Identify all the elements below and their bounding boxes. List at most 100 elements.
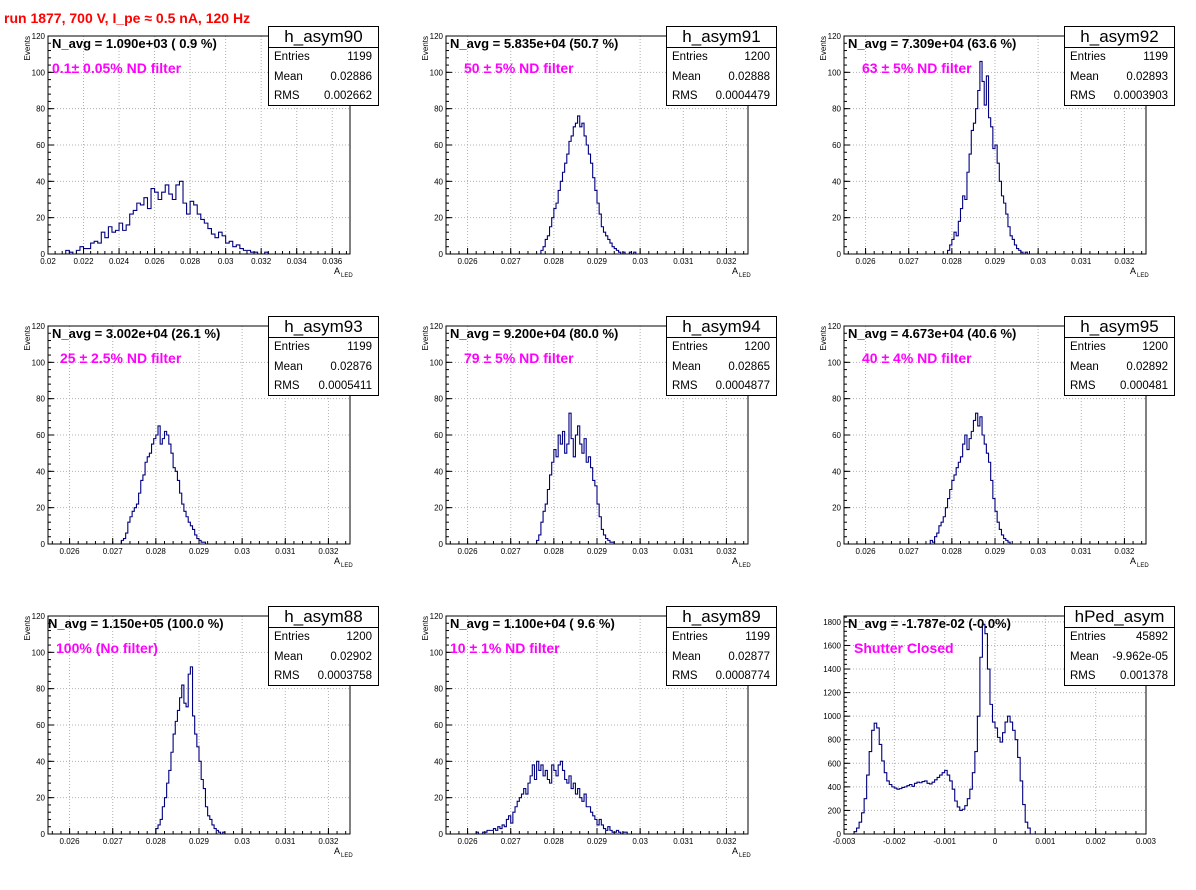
y-tick-label: 80 [434, 395, 443, 404]
navg-label: N_avg = 1.100e+04 ( 9.6 %) [450, 616, 615, 631]
y-tick-label: 400 [828, 783, 842, 792]
run-title: run 1877, 700 V, I_pe ≈ 0.5 nA, 120 Hz [4, 10, 251, 26]
stat-label-mean: Mean [672, 360, 701, 373]
stat-entries: 1199 [1143, 51, 1168, 63]
x-axis-label-sub: LED [341, 853, 353, 859]
stat-label-entries: Entries [672, 341, 708, 353]
x-tick-label: 0.029 [587, 837, 608, 846]
y-axis-label: Events [819, 326, 828, 350]
x-tick-label: 0.026 [60, 837, 81, 846]
y-tick-label: 120 [828, 322, 842, 331]
histogram-name: h_asym88 [269, 607, 378, 628]
x-tick-label: 0.032 [251, 257, 272, 266]
stat-entries: 1200 [744, 51, 770, 63]
histogram-h-asym88: 0.026 0.027 0.028 0.029 0.03 0.031 0.032 0 20 40 6… [23, 612, 353, 859]
x-axis-label: A [334, 266, 340, 276]
panel-h-asym91: 0.026 0.027 0.028 0.029 0.03 0.031 0.032 0 20 40 6… [398, 20, 796, 310]
stat-mean: 0.02902 [330, 650, 372, 663]
x-tick-label: -0.002 [883, 837, 906, 846]
panel-h-asym88: 0.026 0.027 0.028 0.029 0.03 0.031 0.032 0 20 40 6… [0, 600, 398, 890]
x-tick-label: 0.03 [1030, 547, 1046, 556]
filter-annotation: 63 ± 5% ND filter [862, 60, 972, 76]
x-tick-label: 0.027 [501, 257, 522, 266]
y-tick-label: 80 [36, 105, 45, 114]
stat-label-rms: RMS [672, 670, 698, 683]
x-tick-label: 0.026 [145, 257, 166, 266]
x-tick-label: 0.032 [1114, 257, 1135, 266]
stat-entries: 1199 [347, 341, 372, 353]
panel-h-asym92: 0.026 0.027 0.028 0.029 0.03 0.031 0.032 0 20 40 6… [796, 20, 1194, 310]
histogram-outline [929, 412, 1065, 545]
histogram-hped-asym: -0.003 -0.002 -0.001 0 0.001 0.002 0.003 0 200 40… [823, 615, 1157, 846]
stat-rms: 0.0004479 [715, 90, 770, 103]
stat-label-rms: RMS [274, 380, 300, 393]
x-axis-label: A [334, 556, 340, 566]
stat-rms: 0.000481 [1120, 380, 1168, 393]
stat-rms: 0.0003903 [1113, 90, 1168, 103]
x-tick-label: 0.034 [287, 257, 308, 266]
y-tick-label: 40 [434, 177, 443, 186]
y-tick-label: 20 [36, 794, 45, 803]
histogram-name: h_asym91 [667, 27, 776, 48]
stats-box: hPed_asym Entries 45892 Mean -9.962e-05 RM… [1064, 606, 1175, 686]
x-axis-label: A [1130, 556, 1136, 566]
y-tick-label: 20 [434, 214, 443, 223]
x-tick-label: 0.029 [189, 547, 210, 556]
stat-label-rms: RMS [672, 90, 698, 103]
y-tick-label: 60 [36, 141, 45, 150]
x-tick-label: 0.029 [189, 837, 210, 846]
histogram-h-asym95: 0.026 0.027 0.028 0.029 0.03 0.031 0.032 0 20 40 6… [819, 322, 1149, 569]
x-tick-label: 0.029 [587, 547, 608, 556]
stat-mean: 0.02886 [330, 70, 372, 83]
x-tick-label: 0.026 [856, 547, 877, 556]
y-tick-label: 120 [32, 32, 46, 41]
stat-entries: 1200 [346, 631, 372, 643]
y-tick-label: 60 [434, 431, 443, 440]
stats-box: h_asym88 Entries 1200 Mean 0.02902 RMS 0.00… [268, 606, 379, 686]
stat-entries: 1199 [347, 51, 372, 63]
y-tick-label: 40 [832, 467, 841, 476]
x-tick-label: 0.036 [322, 257, 343, 266]
y-tick-label: 60 [832, 141, 841, 150]
panel-h-asym89: 0.026 0.027 0.028 0.029 0.03 0.031 0.032 0 20 40 6… [398, 600, 796, 890]
x-tick-label: -0.003 [833, 837, 856, 846]
stat-label-entries: Entries [274, 341, 310, 353]
stats-box: h_asym92 Entries 1199 Mean 0.02893 RMS 0.00… [1064, 26, 1175, 106]
x-tick-label: 0.03 [632, 837, 648, 846]
y-tick-label: 120 [430, 612, 444, 621]
stat-label-rms: RMS [1070, 90, 1096, 103]
x-tick-label: 0.003 [1136, 837, 1157, 846]
y-tick-label: 0 [41, 540, 46, 549]
stats-box: h_asym94 Entries 1200 Mean 0.02865 RMS 0.00… [666, 316, 777, 396]
x-tick-label: 0.029 [985, 547, 1006, 556]
x-axis-label-sub: LED [1137, 273, 1149, 279]
filter-annotation: 40 ± 4% ND filter [862, 350, 972, 366]
y-tick-label: 1600 [823, 641, 841, 650]
y-tick-label: 100 [430, 358, 444, 367]
stat-label-entries: Entries [1070, 51, 1106, 63]
y-tick-label: 0 [41, 830, 46, 839]
x-axis-label-sub: LED [341, 273, 353, 279]
x-tick-label: 0.032 [716, 547, 737, 556]
x-tick-label: 0.032 [318, 547, 339, 556]
x-tick-label: 0 [993, 837, 998, 846]
histogram-name: h_asym92 [1065, 27, 1174, 48]
y-tick-label: 100 [828, 68, 842, 77]
histogram-name: h_asym95 [1065, 317, 1174, 338]
x-axis-label: A [334, 846, 340, 856]
panel-h-asym95: 0.026 0.027 0.028 0.029 0.03 0.031 0.032 0 20 40 6… [796, 310, 1194, 600]
navg-label: N_avg = 9.200e+04 (80.0 %) [450, 326, 619, 341]
stats-box: h_asym90 Entries 1199 Mean 0.02886 RMS 0.00… [268, 26, 379, 106]
stat-label-rms: RMS [672, 380, 698, 393]
y-tick-label: 20 [434, 794, 443, 803]
stat-mean: 0.02877 [728, 650, 770, 663]
y-tick-label: 80 [36, 395, 45, 404]
y-tick-label: 120 [828, 32, 842, 41]
stat-label-entries: Entries [1070, 341, 1106, 353]
stat-label-entries: Entries [672, 631, 708, 643]
y-tick-label: 120 [430, 32, 444, 41]
x-tick-label: 0.027 [501, 837, 522, 846]
stat-label-rms: RMS [1070, 670, 1096, 683]
y-tick-label: 100 [32, 68, 46, 77]
x-tick-label: 0.031 [275, 837, 296, 846]
